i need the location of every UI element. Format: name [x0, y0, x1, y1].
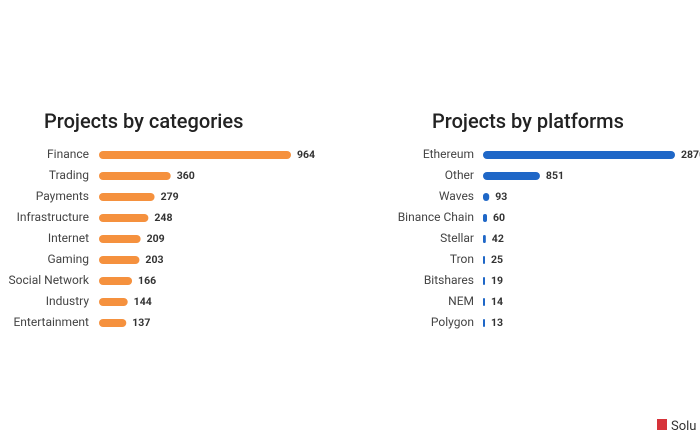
category-label: Payments — [36, 189, 89, 203]
bar — [483, 256, 485, 264]
brand-icon — [657, 419, 667, 430]
value-label: 203 — [145, 253, 163, 266]
category-label: Bitshares — [424, 273, 474, 287]
value-label: 2870 — [681, 148, 700, 161]
bar — [99, 277, 133, 285]
value-label: 209 — [147, 232, 165, 245]
value-label: 60 — [493, 211, 505, 224]
value-label: 144 — [134, 295, 152, 308]
bar — [99, 172, 171, 180]
category-label: Internet — [48, 231, 89, 245]
bar — [99, 193, 155, 201]
value-label: 851 — [546, 169, 564, 182]
bar — [99, 298, 128, 306]
value-label: 166 — [138, 274, 156, 287]
value-label: 13 — [491, 316, 503, 329]
bar — [483, 235, 486, 243]
category-label: Stellar — [440, 231, 474, 245]
bar — [483, 319, 485, 327]
category-label: Other — [445, 168, 474, 182]
bar — [483, 277, 485, 285]
bar — [99, 256, 140, 264]
category-label: Industry — [46, 294, 90, 308]
chart-title: Projects by platforms — [432, 109, 624, 133]
chart-title: Projects by categories — [44, 109, 243, 133]
category-label: Social Network — [9, 273, 90, 287]
bar — [99, 151, 291, 159]
category-label: NEM — [448, 294, 474, 308]
category-label: Ethereum — [423, 147, 474, 161]
bar — [483, 151, 675, 159]
value-label: 19 — [491, 274, 503, 287]
value-label: 360 — [177, 169, 195, 182]
value-label: 248 — [154, 211, 172, 224]
category-label: Infrastructure — [17, 210, 89, 224]
category-label: Gaming — [47, 252, 89, 266]
value-label: 14 — [491, 295, 503, 308]
value-label: 25 — [491, 253, 503, 266]
category-label: Polygon — [431, 315, 474, 329]
category-label: Finance — [47, 147, 89, 161]
category-label: Tron — [450, 252, 474, 266]
value-label: 279 — [161, 190, 179, 203]
bar — [99, 319, 127, 327]
category-label: Waves — [439, 189, 474, 203]
value-label: 42 — [492, 232, 504, 245]
category-label: Binance Chain — [398, 210, 474, 224]
category-label: Trading — [49, 168, 89, 182]
value-label: 93 — [495, 190, 507, 203]
bar — [99, 214, 149, 222]
value-label: 964 — [297, 148, 315, 161]
value-label: 137 — [132, 316, 150, 329]
brand-name: Solu — [671, 419, 696, 434]
bar — [483, 298, 485, 306]
bar — [99, 235, 141, 243]
category-label: Entertainment — [13, 315, 89, 329]
bar — [483, 193, 490, 201]
bar — [483, 214, 488, 222]
bar — [483, 172, 540, 180]
